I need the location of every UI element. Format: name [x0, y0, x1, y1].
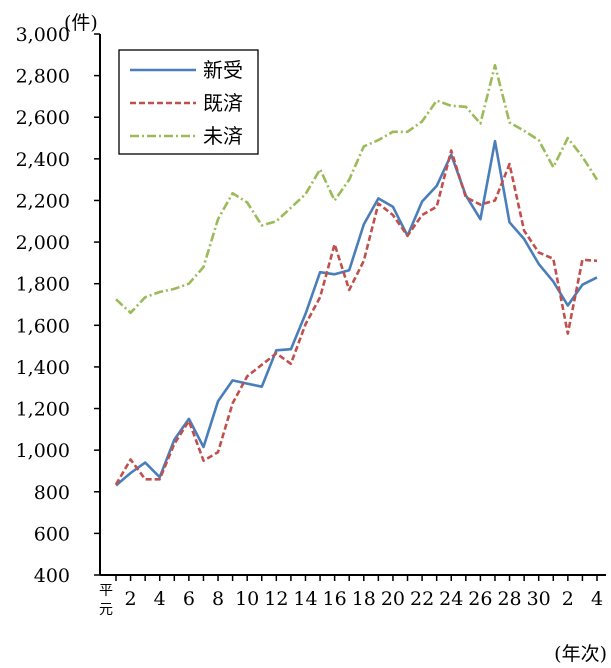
legend-label: 未済 [203, 124, 243, 148]
x-tick-label: 8 [212, 588, 224, 610]
x-axis-ticks: 平元 2 4 6 8 10 12 14 16 18 20 22 24 26 28 30 2 4 [99, 575, 603, 618]
y-tick-label: 400 [34, 565, 70, 587]
x-tick-label: 平 [99, 583, 113, 599]
y-tick-label: 2,000 [16, 232, 70, 254]
y-tick-label: 2,200 [16, 190, 70, 212]
legend-label: 既済 [203, 91, 243, 115]
y-tick-label: 2,400 [16, 149, 70, 171]
legend-label: 新受 [203, 58, 243, 82]
x-tick-label: 元 [99, 602, 113, 618]
x-tick-label: 14 [293, 588, 317, 610]
y-unit-label: (件) [64, 12, 98, 34]
y-tick-label: 1,200 [16, 399, 70, 421]
x-tick-label: 2 [125, 588, 137, 610]
x-tick-label: 18 [352, 588, 376, 610]
y-tick-label: 800 [34, 482, 70, 504]
y-tick-label: 2,600 [16, 107, 70, 129]
x-tick-label: 16 [323, 588, 347, 610]
x-tick-label: 22 [410, 588, 434, 610]
x-tick-label: 20 [381, 588, 405, 610]
x-unit-label: (年次) [554, 643, 607, 665]
x-tick-label: 10 [235, 588, 259, 610]
x-tick-label: 26 [468, 588, 492, 610]
x-tick-label: 6 [183, 588, 195, 610]
series-lines [114, 63, 599, 487]
y-tick-label: 1,000 [16, 440, 70, 462]
x-tick-label: 2 [562, 588, 574, 610]
x-tick-label: 30 [527, 588, 551, 610]
x-tick-label: 12 [264, 588, 288, 610]
x-tick-label: 24 [439, 588, 463, 610]
y-tick-label: 3,000 [16, 24, 70, 46]
x-tick-label: 4 [154, 588, 166, 610]
x-tick-label: 28 [497, 588, 521, 610]
y-tick-label: 2,800 [16, 66, 70, 88]
y-tick-label: 1,400 [16, 357, 70, 379]
y-tick-label: 600 [34, 523, 70, 545]
y-axis-ticks: 400 600 800 1,000 1,200 1,400 1,600 1,800 2,000 2… [16, 24, 100, 587]
y-tick-label: 1,600 [16, 315, 70, 337]
series-line [114, 149, 598, 486]
series-line [115, 139, 598, 487]
x-tick-label: 4 [591, 588, 603, 610]
series-line [115, 63, 599, 315]
y-tick-label: 1,800 [16, 274, 70, 296]
